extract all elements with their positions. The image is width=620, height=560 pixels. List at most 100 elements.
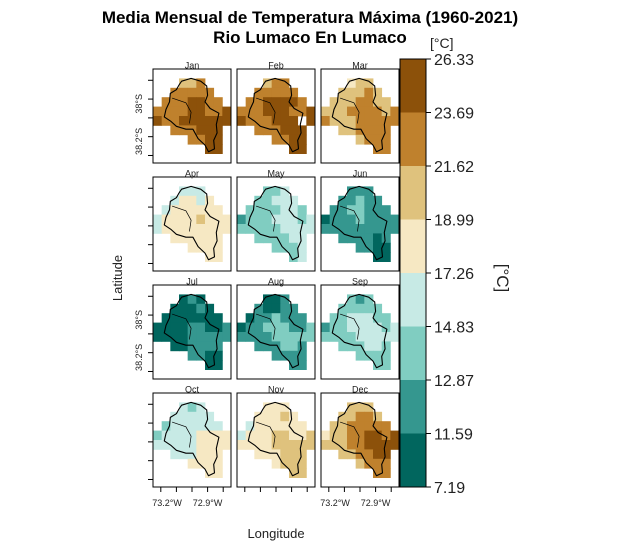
cell-may-r3-c2	[254, 205, 264, 215]
cell-oct-r8-c6	[205, 468, 215, 478]
cell-oct-r6-c5	[196, 449, 206, 460]
stream-line-may	[255, 205, 276, 232]
panel-label-jan: Jan	[185, 61, 200, 71]
cell-apr-r4-c0	[153, 214, 163, 225]
panel-frame-apr	[152, 176, 232, 272]
cell-jul-r1-c5	[196, 294, 206, 305]
cell-nov-r4-c5	[280, 430, 290, 441]
cell-mar-r5-c2	[338, 116, 348, 126]
cell-jun-r1-c5	[364, 186, 374, 197]
cell-dec-r3-c6	[373, 421, 383, 431]
cell-nov-r3-c4	[271, 421, 281, 431]
cell-dec-r5-c5	[364, 440, 374, 450]
chart-subtitle: Rio Lumaco En Lumaco	[213, 28, 407, 47]
basin-outline-dec	[331, 401, 388, 477]
cell-jun-r6-c5	[364, 233, 374, 244]
cell-oct-r4-c8	[222, 430, 232, 441]
cell-jul-r7-c6	[205, 350, 215, 361]
cell-jan-r4-c4	[187, 106, 197, 117]
cell-dec-r4-c0	[321, 430, 331, 441]
colorbar-segment-6	[400, 380, 426, 434]
stream-line-feb	[255, 97, 276, 124]
cell-oct-r8-c7	[213, 468, 223, 478]
cell-aug-r4-c0	[237, 322, 247, 333]
cell-dec-r7-c5	[364, 458, 374, 469]
cell-jun-r7-c7	[381, 242, 391, 253]
cell-may-r5-c1	[245, 224, 255, 234]
cell-mar-r7-c5	[364, 134, 374, 145]
cell-oct-r5-c7	[213, 440, 223, 450]
cell-apr-r2-c5	[196, 195, 206, 206]
cell-dec-r3-c4	[355, 421, 365, 431]
colorbar-label-0: 26.33	[434, 52, 474, 69]
cell-apr-r6-c5	[196, 233, 206, 244]
cell-oct-r7-c4	[187, 458, 197, 469]
cell-feb-r6-c7	[297, 125, 307, 136]
cell-feb-r6-c6	[289, 125, 299, 136]
y-axis-label: Latitude	[110, 255, 125, 301]
cell-aug-r1-c3	[263, 294, 273, 305]
basin-outline-jul	[163, 293, 220, 369]
cell-jul-r2-c5	[196, 303, 206, 314]
panel-feb: Feb	[236, 61, 316, 164]
cell-dec-r5-c1	[329, 440, 339, 450]
cell-aug-r2-c4	[271, 303, 281, 314]
cell-dec-r2-c3	[347, 411, 357, 422]
cell-sep-r4-c2	[338, 322, 348, 333]
cell-aug-r4-c7	[297, 322, 307, 333]
cell-jun-r6-c6	[373, 233, 383, 244]
stream-line-sep	[339, 313, 360, 340]
cell-apr-r5-c4	[187, 224, 197, 234]
cell-apr-r6-c2	[170, 233, 180, 244]
cell-jul-r5-c7	[213, 332, 223, 342]
cell-jun-r5-c6	[373, 224, 383, 234]
cell-may-r3-c6	[289, 205, 299, 215]
cell-jul-r5-c3	[179, 332, 189, 342]
cell-nov-r7-c4	[271, 458, 281, 469]
stream-line-jan	[171, 97, 192, 124]
cell-nov-r6-c2	[254, 449, 264, 460]
cell-aug-r2-c6	[289, 303, 299, 314]
cell-dec-r6-c3	[347, 449, 357, 460]
cell-sep-r4-c8	[390, 322, 400, 333]
cell-jun-r4-c7	[381, 214, 391, 225]
cell-feb-r6-c2	[254, 125, 264, 136]
cell-dec-r8-c7	[381, 468, 391, 478]
cell-oct-r3-c5	[196, 421, 206, 431]
cell-nov-r3-c6	[289, 421, 299, 431]
cell-mar-r6-c5	[364, 125, 374, 136]
cell-apr-r2-c4	[187, 195, 197, 206]
cell-dec-r5-c8	[390, 440, 400, 450]
cell-jun-r5-c1	[329, 224, 339, 234]
cell-nov-r5-c0	[237, 440, 247, 450]
cell-may-r5-c4	[271, 224, 281, 234]
cell-aug-r3-c6	[289, 313, 299, 323]
cell-aug-r2-c5	[280, 303, 290, 314]
cell-feb-r4-c1	[245, 106, 255, 117]
cell-jun-r8-c6	[373, 252, 383, 262]
basin-outline-feb	[247, 77, 304, 153]
colorbar-segment-5	[400, 326, 426, 381]
cell-jul-r7-c5	[196, 350, 206, 361]
cell-mar-r1-c5	[364, 78, 374, 89]
cell-jun-r3-c5	[364, 205, 374, 215]
cell-jun-r6-c3	[347, 233, 357, 244]
cell-may-r4-c1	[245, 214, 255, 225]
cell-jul-r6-c2	[170, 341, 180, 352]
panel-label-may: May	[267, 169, 285, 179]
panel-nov: Nov	[236, 385, 316, 492]
cell-sep-r2-c4	[355, 303, 365, 314]
cell-jan-r8-c7	[213, 144, 223, 154]
cell-oct-r5-c2	[170, 440, 180, 450]
cell-feb-r2-c5	[280, 87, 290, 98]
cell-nov-r2-c6	[289, 411, 299, 422]
cell-apr-r4-c4	[187, 214, 197, 225]
cell-sep-r7-c4	[355, 350, 365, 361]
cell-jan-r3-c1	[161, 97, 171, 107]
cell-oct-r4-c0	[153, 430, 163, 441]
cell-jan-r5-c1	[161, 116, 171, 126]
panel-label-oct: Oct	[185, 385, 200, 395]
cell-jan-r5-c0	[153, 116, 163, 126]
cell-aug-r7-c6	[289, 350, 299, 361]
cell-jan-r6-c2	[170, 125, 180, 136]
